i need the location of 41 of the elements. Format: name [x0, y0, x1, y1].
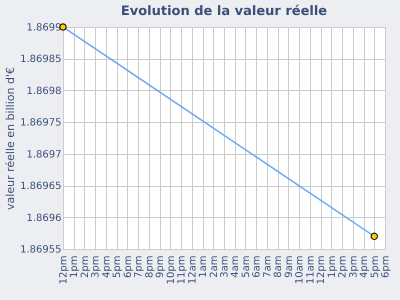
x-tick-label: 10pm	[166, 256, 177, 284]
x-tick-label: 5am	[240, 256, 252, 278]
y-tick-label: 1.86965	[20, 181, 62, 192]
x-tick-label: 10am	[294, 256, 306, 284]
x-tick-label: 9pm	[155, 256, 166, 278]
x-tick-label: 3am	[220, 256, 230, 278]
x-tick-label: 12am	[187, 256, 198, 284]
x-tick-label: 5pm	[370, 256, 381, 278]
x-tick-label: 2am	[208, 256, 220, 278]
x-tick-label: 11am	[305, 256, 316, 284]
x-tick-label: 3pm	[348, 256, 360, 278]
x-tick-label: 9am	[284, 256, 295, 278]
x-tick-label: 6pm	[380, 256, 392, 278]
y-tick-label: 1.8696	[26, 212, 62, 224]
x-tick-label: 5pm	[112, 256, 124, 278]
x-tick-label: 2pm	[338, 256, 349, 278]
x-tick-label: 1pm	[69, 256, 80, 278]
x-tick-label: 12pm	[316, 256, 328, 284]
x-tick-label: 6am	[252, 256, 263, 278]
x-tick-label: 4pm	[101, 256, 112, 278]
x-tick-label: 3pm	[90, 256, 102, 278]
x-tick-label: 8pm	[144, 256, 156, 278]
y-axis-title: valeur réelle en billion d'€	[4, 67, 18, 210]
x-tick-label: 4pm	[359, 256, 370, 278]
y-tick-label: 1.8699	[26, 22, 62, 34]
x-tick-label: 6pm	[122, 256, 134, 278]
x-tick-label: 8am	[273, 256, 284, 278]
x-tick-label: 7pm	[134, 256, 145, 278]
chart-title: Evolution de la valeur réelle	[120, 4, 328, 19]
x-tick-label: 1am	[198, 256, 210, 278]
y-tick-label: 1.86975	[20, 118, 62, 129]
y-tick-label: 1.8697	[26, 149, 62, 160]
x-tick-label: 11pm	[176, 256, 188, 284]
y-tick-label: 1.86955	[20, 244, 62, 256]
x-tick-label: 1pm	[326, 256, 338, 278]
y-tick-label: 1.86985	[20, 54, 62, 66]
y-tick-label: 1.8698	[26, 86, 62, 97]
x-tick-label: 4am	[230, 256, 242, 278]
x-tick-label: 12pm	[58, 256, 70, 284]
x-tick-label: 2pm	[80, 256, 91, 278]
x-tick-label: 7am	[262, 256, 274, 278]
